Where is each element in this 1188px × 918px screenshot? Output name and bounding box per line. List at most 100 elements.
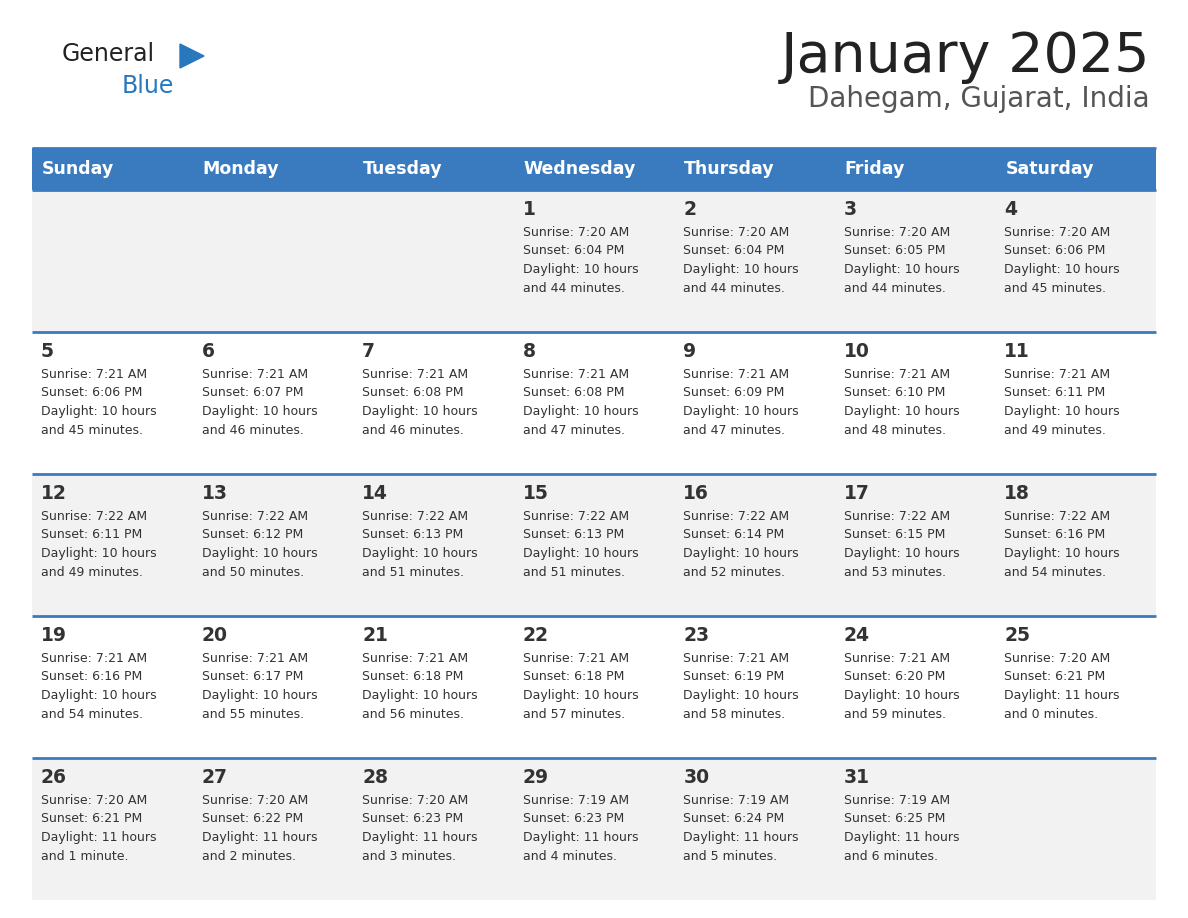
Text: Sunset: 6:12 PM: Sunset: 6:12 PM: [202, 529, 303, 542]
Text: 3: 3: [843, 200, 857, 219]
Text: Sunrise: 7:22 AM: Sunrise: 7:22 AM: [42, 510, 147, 523]
Text: 29: 29: [523, 768, 549, 787]
Text: Sunset: 6:07 PM: Sunset: 6:07 PM: [202, 386, 303, 399]
Text: Daylight: 10 hours: Daylight: 10 hours: [362, 689, 478, 702]
Text: Sunset: 6:08 PM: Sunset: 6:08 PM: [362, 386, 463, 399]
Text: Sunset: 6:22 PM: Sunset: 6:22 PM: [202, 812, 303, 825]
Text: Daylight: 10 hours: Daylight: 10 hours: [42, 405, 157, 418]
Text: Sunrise: 7:20 AM: Sunrise: 7:20 AM: [843, 226, 950, 239]
Text: Wednesday: Wednesday: [524, 160, 636, 178]
Bar: [32, 190, 192, 332]
Text: 21: 21: [362, 626, 388, 645]
Text: Sunset: 6:21 PM: Sunset: 6:21 PM: [42, 812, 143, 825]
Text: Sunset: 6:23 PM: Sunset: 6:23 PM: [523, 812, 624, 825]
Bar: [353, 148, 513, 190]
Text: 9: 9: [683, 342, 696, 361]
Text: and 58 minutes.: and 58 minutes.: [683, 708, 785, 721]
Text: Daylight: 10 hours: Daylight: 10 hours: [683, 689, 798, 702]
Text: Sunset: 6:18 PM: Sunset: 6:18 PM: [523, 670, 624, 684]
Text: Sunset: 6:16 PM: Sunset: 6:16 PM: [1004, 529, 1106, 542]
Text: Daylight: 10 hours: Daylight: 10 hours: [843, 547, 960, 560]
Text: Sunset: 6:04 PM: Sunset: 6:04 PM: [683, 244, 784, 258]
Bar: [996, 332, 1156, 474]
Bar: [192, 758, 353, 900]
Bar: [513, 474, 675, 616]
Text: Sunset: 6:08 PM: Sunset: 6:08 PM: [523, 386, 624, 399]
Text: and 2 minutes.: and 2 minutes.: [202, 849, 296, 863]
Bar: [835, 332, 996, 474]
Text: and 0 minutes.: and 0 minutes.: [1004, 708, 1099, 721]
Text: Sunset: 6:13 PM: Sunset: 6:13 PM: [362, 529, 463, 542]
Text: Sunrise: 7:22 AM: Sunrise: 7:22 AM: [843, 510, 950, 523]
Text: Daylight: 10 hours: Daylight: 10 hours: [1004, 405, 1120, 418]
Bar: [32, 616, 192, 758]
Text: Blue: Blue: [122, 74, 175, 98]
Text: Sunset: 6:21 PM: Sunset: 6:21 PM: [1004, 670, 1106, 684]
Bar: [996, 148, 1156, 190]
Text: Daylight: 10 hours: Daylight: 10 hours: [843, 689, 960, 702]
Text: Daylight: 10 hours: Daylight: 10 hours: [362, 547, 478, 560]
Text: Daylight: 10 hours: Daylight: 10 hours: [42, 547, 157, 560]
Text: Daylight: 10 hours: Daylight: 10 hours: [42, 689, 157, 702]
Text: 20: 20: [202, 626, 228, 645]
Text: Sunrise: 7:21 AM: Sunrise: 7:21 AM: [523, 652, 628, 665]
Bar: [996, 616, 1156, 758]
Text: Sunrise: 7:21 AM: Sunrise: 7:21 AM: [1004, 368, 1111, 381]
Text: Sunrise: 7:21 AM: Sunrise: 7:21 AM: [42, 652, 147, 665]
Text: Sunrise: 7:20 AM: Sunrise: 7:20 AM: [1004, 652, 1111, 665]
Bar: [675, 332, 835, 474]
Bar: [996, 758, 1156, 900]
Bar: [835, 190, 996, 332]
Text: and 45 minutes.: and 45 minutes.: [1004, 282, 1106, 295]
Polygon shape: [181, 44, 204, 68]
Text: Sunrise: 7:20 AM: Sunrise: 7:20 AM: [42, 794, 147, 807]
Text: Sunrise: 7:22 AM: Sunrise: 7:22 AM: [202, 510, 308, 523]
Text: Sunset: 6:25 PM: Sunset: 6:25 PM: [843, 812, 946, 825]
Text: 25: 25: [1004, 626, 1030, 645]
Text: Sunrise: 7:21 AM: Sunrise: 7:21 AM: [683, 652, 789, 665]
Bar: [996, 474, 1156, 616]
Bar: [32, 758, 192, 900]
Text: 28: 28: [362, 768, 388, 787]
Bar: [353, 758, 513, 900]
Text: Daylight: 11 hours: Daylight: 11 hours: [683, 831, 798, 844]
Text: Sunrise: 7:22 AM: Sunrise: 7:22 AM: [1004, 510, 1111, 523]
Text: 13: 13: [202, 484, 228, 503]
Text: and 6 minutes.: and 6 minutes.: [843, 849, 937, 863]
Text: 31: 31: [843, 768, 870, 787]
Text: Sunrise: 7:21 AM: Sunrise: 7:21 AM: [523, 368, 628, 381]
Text: and 44 minutes.: and 44 minutes.: [683, 282, 785, 295]
Text: and 47 minutes.: and 47 minutes.: [523, 423, 625, 436]
Text: and 50 minutes.: and 50 minutes.: [202, 565, 304, 578]
Bar: [513, 332, 675, 474]
Bar: [835, 148, 996, 190]
Text: and 47 minutes.: and 47 minutes.: [683, 423, 785, 436]
Text: Sunset: 6:17 PM: Sunset: 6:17 PM: [202, 670, 303, 684]
Text: and 54 minutes.: and 54 minutes.: [1004, 565, 1106, 578]
Text: Sunset: 6:05 PM: Sunset: 6:05 PM: [843, 244, 946, 258]
Text: Sunrise: 7:21 AM: Sunrise: 7:21 AM: [683, 368, 789, 381]
Bar: [835, 758, 996, 900]
Text: Daylight: 10 hours: Daylight: 10 hours: [1004, 547, 1120, 560]
Text: Sunset: 6:15 PM: Sunset: 6:15 PM: [843, 529, 946, 542]
Bar: [353, 616, 513, 758]
Bar: [513, 758, 675, 900]
Text: Sunrise: 7:22 AM: Sunrise: 7:22 AM: [523, 510, 628, 523]
Text: Daylight: 10 hours: Daylight: 10 hours: [202, 547, 317, 560]
Bar: [192, 332, 353, 474]
Text: Sunrise: 7:19 AM: Sunrise: 7:19 AM: [843, 794, 950, 807]
Text: 30: 30: [683, 768, 709, 787]
Text: and 53 minutes.: and 53 minutes.: [843, 565, 946, 578]
Text: and 5 minutes.: and 5 minutes.: [683, 849, 777, 863]
Text: Sunrise: 7:20 AM: Sunrise: 7:20 AM: [362, 794, 468, 807]
Text: and 46 minutes.: and 46 minutes.: [362, 423, 465, 436]
Text: 2: 2: [683, 200, 696, 219]
Text: Sunset: 6:13 PM: Sunset: 6:13 PM: [523, 529, 624, 542]
Text: Sunrise: 7:20 AM: Sunrise: 7:20 AM: [683, 226, 790, 239]
Bar: [192, 148, 353, 190]
Text: and 45 minutes.: and 45 minutes.: [42, 423, 143, 436]
Text: Daylight: 11 hours: Daylight: 11 hours: [1004, 689, 1120, 702]
Text: Sunrise: 7:21 AM: Sunrise: 7:21 AM: [843, 652, 950, 665]
Text: Sunset: 6:04 PM: Sunset: 6:04 PM: [523, 244, 624, 258]
Text: 11: 11: [1004, 342, 1030, 361]
